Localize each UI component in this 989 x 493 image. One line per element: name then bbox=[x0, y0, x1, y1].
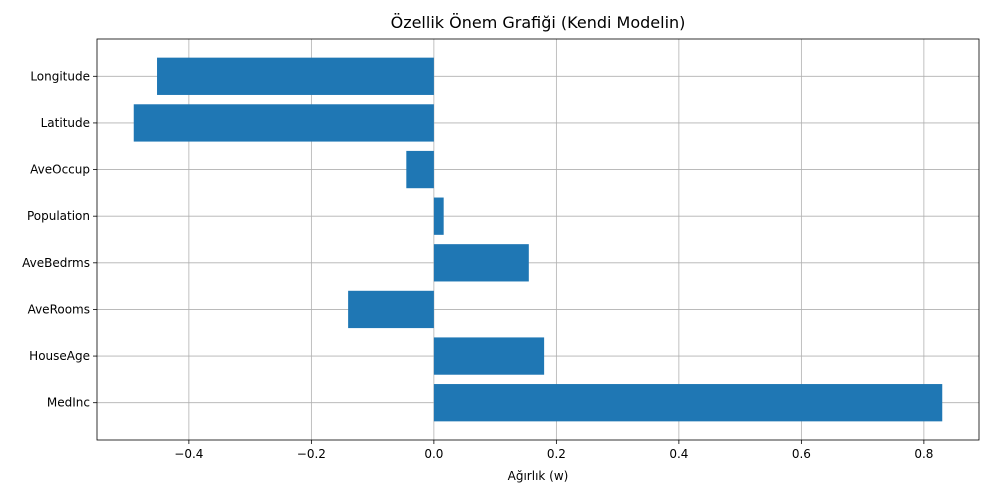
bar-medinc bbox=[433, 384, 943, 422]
x-tick-label: 0.0 bbox=[424, 447, 443, 461]
bar-population bbox=[433, 197, 444, 235]
x-tick-label: 0.6 bbox=[792, 447, 811, 461]
x-tick-label: −0.4 bbox=[174, 447, 203, 461]
y-tick-label-population: Population bbox=[27, 209, 90, 223]
y-tick-label-aveoccup: AveOccup bbox=[30, 163, 90, 177]
bar-avebedrms bbox=[433, 244, 529, 282]
axis-ticks: −0.4 −0.2 0.0 0.2 0.4 0.6 0.8 MedInc HouseAge Ave… bbox=[22, 69, 933, 461]
y-tick-label-averooms: AveRooms bbox=[28, 302, 90, 316]
x-tick-label: 0.4 bbox=[669, 447, 688, 461]
y-tick-label-houseage: HouseAge bbox=[29, 349, 90, 363]
y-tick-label-avebedrms: AveBedrms bbox=[22, 256, 90, 270]
bar-longitude bbox=[157, 57, 434, 95]
x-tick-label: 0.8 bbox=[914, 447, 933, 461]
bar-aveoccup bbox=[406, 150, 434, 189]
bar-latitude bbox=[133, 104, 434, 142]
grid-lines bbox=[97, 39, 979, 440]
x-axis-label: Ağırlık (w) bbox=[508, 469, 569, 483]
chart-title: Özellik Önem Grafiği (Kendi Modelin) bbox=[391, 13, 686, 32]
y-tick-label-medinc: MedInc bbox=[47, 396, 90, 410]
y-tick-label-latitude: Latitude bbox=[41, 116, 90, 130]
y-tick-label-longitude: Longitude bbox=[30, 69, 90, 83]
x-tick-label: 0.2 bbox=[547, 447, 566, 461]
bars bbox=[133, 57, 943, 422]
bar-houseage bbox=[433, 337, 545, 375]
plot-frame bbox=[96, 38, 980, 441]
bar-averooms bbox=[348, 290, 434, 329]
x-tick-label: −0.2 bbox=[297, 447, 326, 461]
